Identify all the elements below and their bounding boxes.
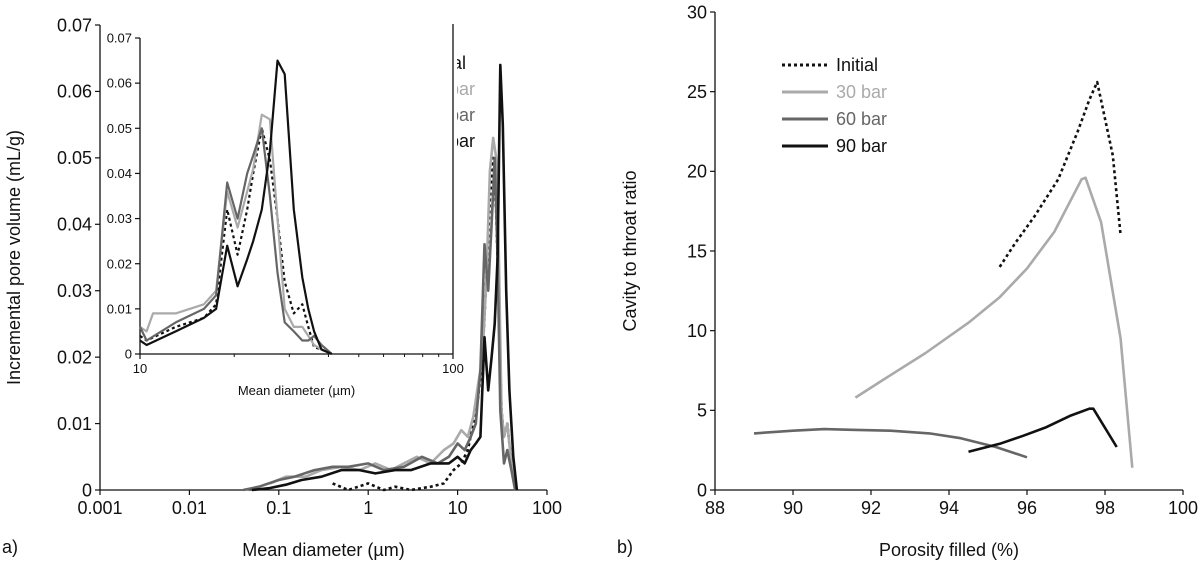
x-tick-label: 98 xyxy=(1095,498,1115,518)
y-tick-label: 0 xyxy=(82,480,92,500)
y-axis-label: Incremental pore volume (mL/g) xyxy=(4,130,24,385)
x-tick-label: 0.001 xyxy=(77,498,122,518)
y-tick-label: 0.06 xyxy=(107,76,132,91)
x-tick-label: 96 xyxy=(1017,498,1037,518)
y-axis-label: Cavity to throat ratio xyxy=(620,170,640,331)
y-tick-label: 0 xyxy=(697,480,707,500)
x-tick-label: 0.1 xyxy=(266,498,291,518)
x-axis-label: Mean diameter (µm) xyxy=(238,383,355,398)
x-tick-label: 10 xyxy=(133,361,147,376)
legend-label-bar60: 60 bar xyxy=(836,109,887,129)
series-line-initial xyxy=(139,127,333,356)
legend-label-bar90: 90 bar xyxy=(836,136,887,156)
y-tick-label: 5 xyxy=(697,401,707,421)
y-tick-label: 0.01 xyxy=(107,301,132,316)
x-tick-label: 100 xyxy=(1168,498,1198,518)
y-tick-label: 10 xyxy=(687,321,707,341)
y-tick-label: 30 xyxy=(687,2,707,22)
cavity-throat-ratio-plot: 0 5 10 15 20 25 30 88 90 92 94 96 98 100 Porosity fill… xyxy=(620,2,1198,560)
x-axis-label: Porosity filled (%) xyxy=(879,540,1019,560)
y-tick-label: 0.06 xyxy=(57,82,92,102)
panel-b-label: b) xyxy=(617,537,633,557)
x-tick-label: 1 xyxy=(363,498,373,518)
series-line-bar90 xyxy=(139,59,333,356)
inset-background xyxy=(136,24,457,354)
series-line-bar90 xyxy=(968,407,1118,454)
x-axis-label: Mean diameter (µm) xyxy=(242,540,404,560)
inset-pore-volume-plot: 0 0.01 0.02 0.03 0.04 0.05 0.06 0.07 10 100 Mean d… xyxy=(107,24,464,398)
y-tick-label: 15 xyxy=(687,241,707,261)
legend-label-bar30: 30 bar xyxy=(836,82,887,102)
y-tick-label: 0.03 xyxy=(107,211,132,226)
x-tick-label: 10 xyxy=(448,498,468,518)
x-tick-label: 100 xyxy=(532,498,562,518)
main-pore-volume-plot: 0 0.01 0.02 0.03 0.04 0.05 0.06 0.07 0.001 0.01 0.… xyxy=(4,15,562,560)
y-tick-label: 0.07 xyxy=(107,31,132,46)
series-line-bar60 xyxy=(139,127,333,355)
y-tick-label: 0.05 xyxy=(107,121,132,136)
series-line-bar60 xyxy=(242,156,517,492)
y-tick-label: 0.07 xyxy=(57,15,92,35)
y-tick-label: 0.05 xyxy=(57,148,92,168)
panel-b-chart: 0 5 10 15 20 25 30 88 90 92 94 96 98 100 Porosity fill… xyxy=(617,2,1198,560)
y-tick-label: 0.03 xyxy=(57,281,92,301)
x-tick-label: 94 xyxy=(939,498,959,518)
legend: Initial 30 bar 60 bar 90 bar xyxy=(782,55,887,156)
series-line-bar90 xyxy=(251,63,519,492)
y-tick-label: 0 xyxy=(125,347,132,362)
x-tick-label: 92 xyxy=(861,498,881,518)
y-tick-label: 0.02 xyxy=(107,256,132,271)
y-tick-label: 0.02 xyxy=(57,347,92,367)
y-tick-label: 0.01 xyxy=(57,414,92,434)
y-tick-label: 0.04 xyxy=(57,215,92,235)
series-line-bar60 xyxy=(753,427,1028,459)
y-tick-label: 0.04 xyxy=(107,166,132,181)
x-tick-label: 90 xyxy=(783,498,803,518)
series-line-initial xyxy=(998,80,1122,268)
panel-a-label: a) xyxy=(2,537,18,557)
panel-a-chart: 0 0.01 0.02 0.03 0.04 0.05 0.06 0.07 0.001 0.01 0.… xyxy=(2,15,562,560)
y-tick-label: 25 xyxy=(687,82,707,102)
y-tick-label: 20 xyxy=(687,162,707,182)
x-tick-label: 100 xyxy=(442,361,464,376)
x-tick-label: 0.01 xyxy=(172,498,207,518)
legend-label-initial: Initial xyxy=(836,55,878,75)
series-line-bar30 xyxy=(854,176,1134,468)
x-tick-label: 88 xyxy=(705,498,725,518)
